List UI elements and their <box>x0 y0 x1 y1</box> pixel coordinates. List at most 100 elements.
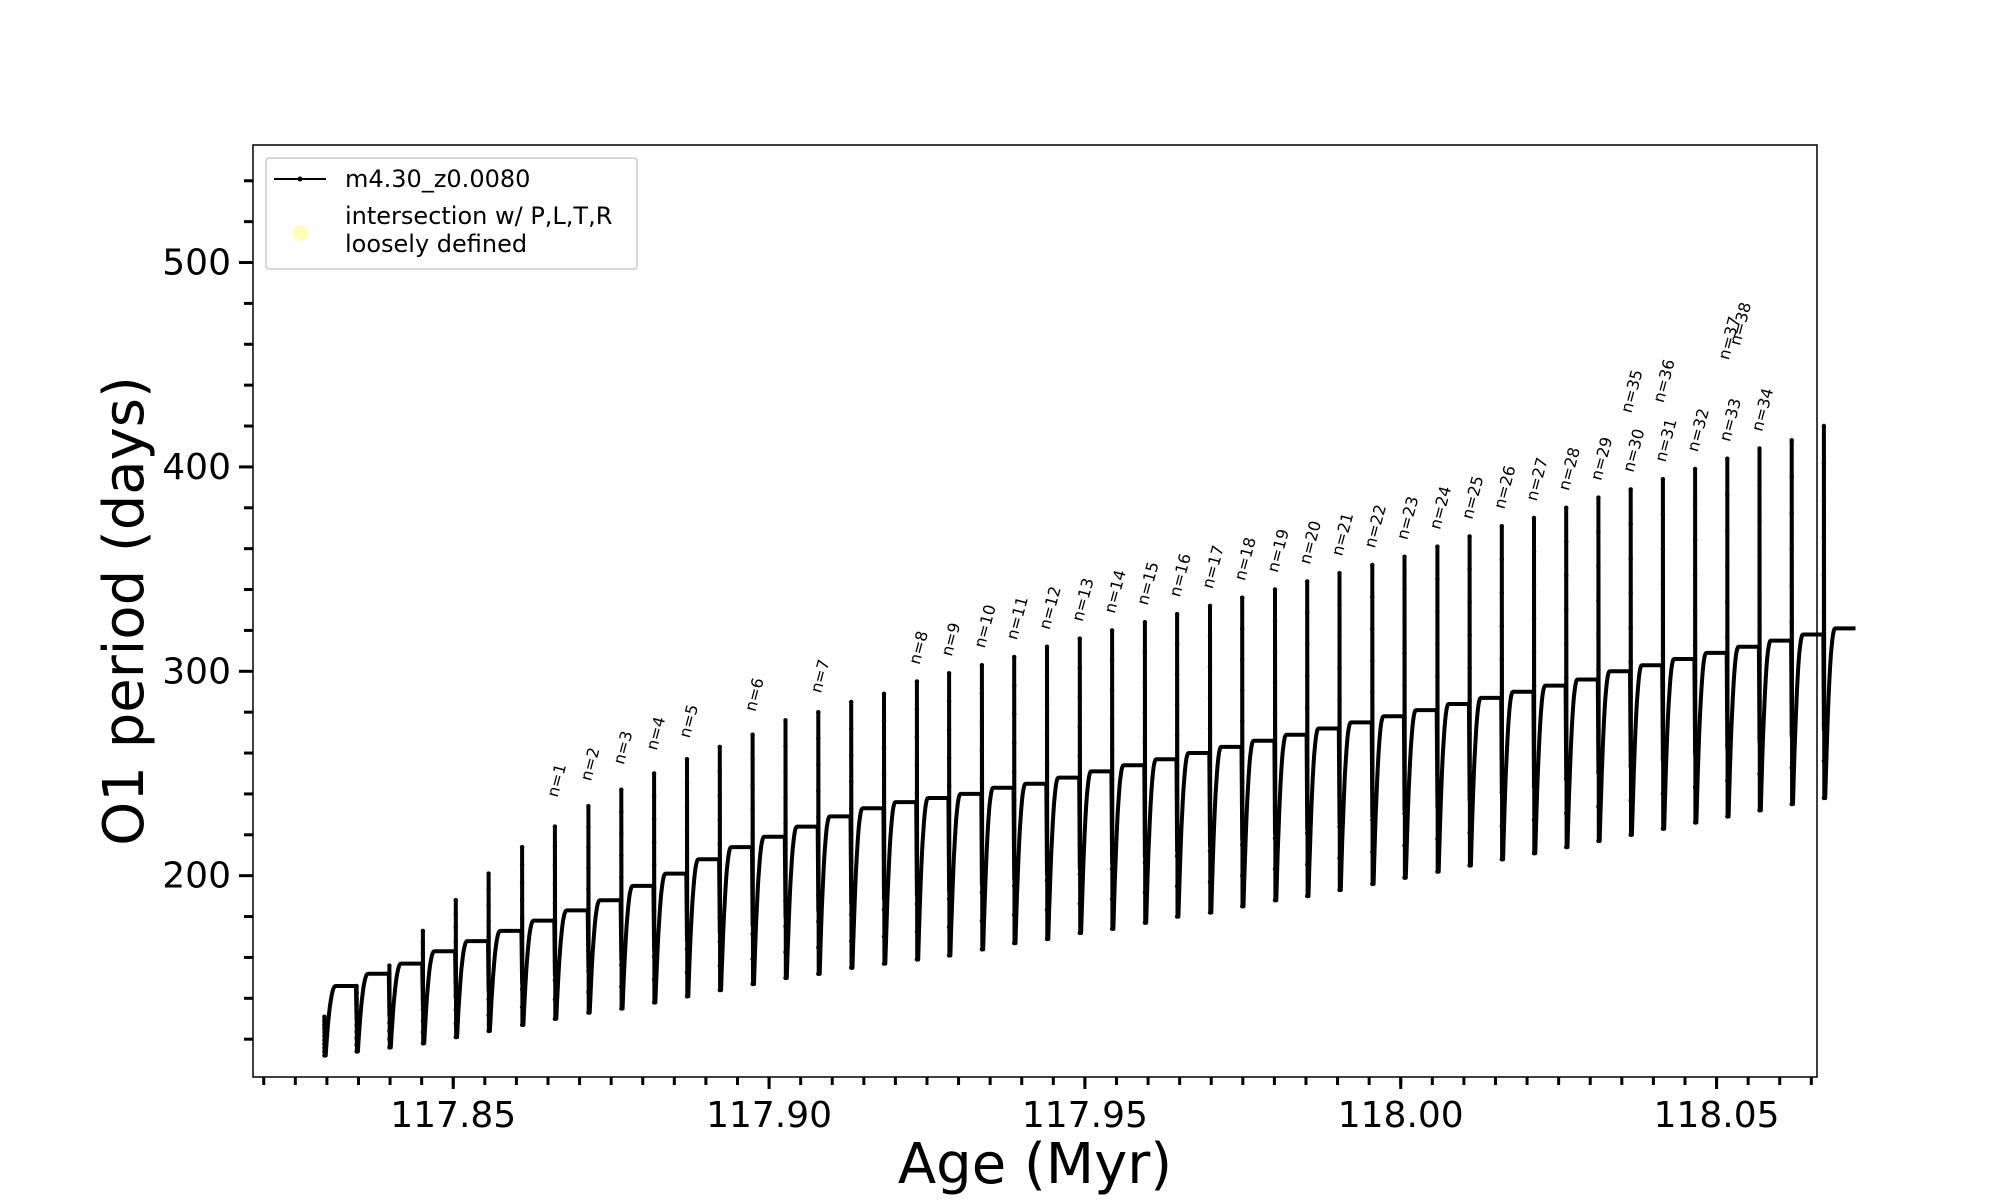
series-point <box>1402 715 1407 720</box>
series-point <box>1692 502 1698 507</box>
series-point <box>1692 678 1698 684</box>
series-point <box>1142 650 1148 655</box>
series-point <box>1596 598 1601 603</box>
series-point <box>783 898 788 903</box>
series-point <box>1821 721 1827 726</box>
series-point <box>1564 675 1569 680</box>
series-point <box>1077 724 1083 730</box>
series-point <box>1725 706 1730 712</box>
series-point <box>946 953 952 958</box>
series-point <box>881 691 887 696</box>
series-point <box>750 832 755 837</box>
series-point <box>849 938 854 944</box>
series-point <box>354 983 359 989</box>
series-point <box>1467 764 1472 769</box>
series-point <box>1660 756 1666 761</box>
series-point <box>1044 907 1050 912</box>
series-point <box>717 817 722 823</box>
series-point <box>1207 910 1213 915</box>
series-point <box>586 989 591 995</box>
series-point <box>1337 856 1342 861</box>
series-point <box>1628 798 1633 803</box>
series-point <box>1725 492 1730 497</box>
series-point <box>453 1007 458 1012</box>
pulse-annotation: n=9 <box>937 621 964 659</box>
series-point <box>651 794 657 799</box>
series-point <box>519 916 525 921</box>
series-point <box>946 868 952 873</box>
series-point <box>619 787 624 792</box>
series-point <box>420 1041 426 1046</box>
series-point <box>750 956 755 962</box>
series-point <box>881 718 887 723</box>
series-point <box>1467 731 1472 736</box>
series-point <box>586 907 591 912</box>
series-point <box>1499 823 1505 829</box>
series-point <box>1240 842 1245 847</box>
series-point <box>1564 777 1569 782</box>
pulse-annotation: n=36 <box>1649 357 1679 404</box>
series-point <box>1402 875 1407 880</box>
pulse-annotation: n=29 <box>1587 435 1617 482</box>
series-point <box>849 965 854 970</box>
series-point <box>1499 690 1505 695</box>
x-axis-label: Age (Myr) <box>898 1132 1172 1197</box>
series-point <box>1564 844 1569 850</box>
series-point <box>684 994 690 999</box>
series-point <box>586 886 591 891</box>
series-point <box>486 1028 491 1034</box>
series-point <box>619 831 624 836</box>
series-point <box>387 971 392 976</box>
series-point <box>783 975 788 981</box>
series-point <box>1789 438 1794 443</box>
series-point <box>552 1016 558 1021</box>
series-point <box>1435 771 1440 777</box>
series-point <box>1077 783 1083 788</box>
series-point <box>1109 926 1115 931</box>
series-point <box>1370 786 1375 791</box>
series-point <box>1467 665 1472 671</box>
series-point <box>552 958 558 964</box>
series-point <box>914 957 920 962</box>
pulse-annotation: n=21 <box>1328 511 1358 558</box>
series-point <box>420 973 426 978</box>
series-point <box>1499 790 1505 795</box>
series-point <box>1077 665 1083 671</box>
series-point <box>717 744 722 750</box>
pulse-annotation: n=24 <box>1425 484 1455 531</box>
pulse-annotation: n=8 <box>905 629 932 667</box>
series-point <box>816 814 821 819</box>
series-point <box>946 784 952 789</box>
series-point <box>1305 642 1310 647</box>
series-point <box>783 743 788 749</box>
series-point <box>750 981 755 987</box>
series-point <box>1564 539 1569 544</box>
series-point <box>354 1016 359 1021</box>
series-point <box>946 896 952 902</box>
series-point <box>519 1004 525 1010</box>
series-point <box>453 925 458 930</box>
series-point <box>1402 650 1407 656</box>
series-point <box>914 818 920 823</box>
series-point <box>1142 620 1148 625</box>
series-point <box>849 699 854 705</box>
series-point <box>1596 804 1601 809</box>
series-point <box>420 951 426 956</box>
series-point <box>717 987 722 993</box>
series-point <box>1272 773 1278 779</box>
series-point <box>1435 674 1440 679</box>
series-point <box>1628 625 1633 630</box>
series-point <box>1692 608 1698 613</box>
series-point <box>979 719 985 725</box>
series-point <box>881 934 887 939</box>
series-point <box>1305 768 1310 773</box>
series-point <box>1789 729 1794 734</box>
series-point <box>453 911 458 917</box>
y-tick-label: 200 <box>162 856 231 897</box>
series-point <box>322 1049 327 1054</box>
series-point <box>1044 644 1050 649</box>
series-point <box>420 1029 426 1035</box>
series-point <box>651 1000 657 1005</box>
series-point <box>619 809 624 814</box>
series-point <box>1596 495 1601 500</box>
